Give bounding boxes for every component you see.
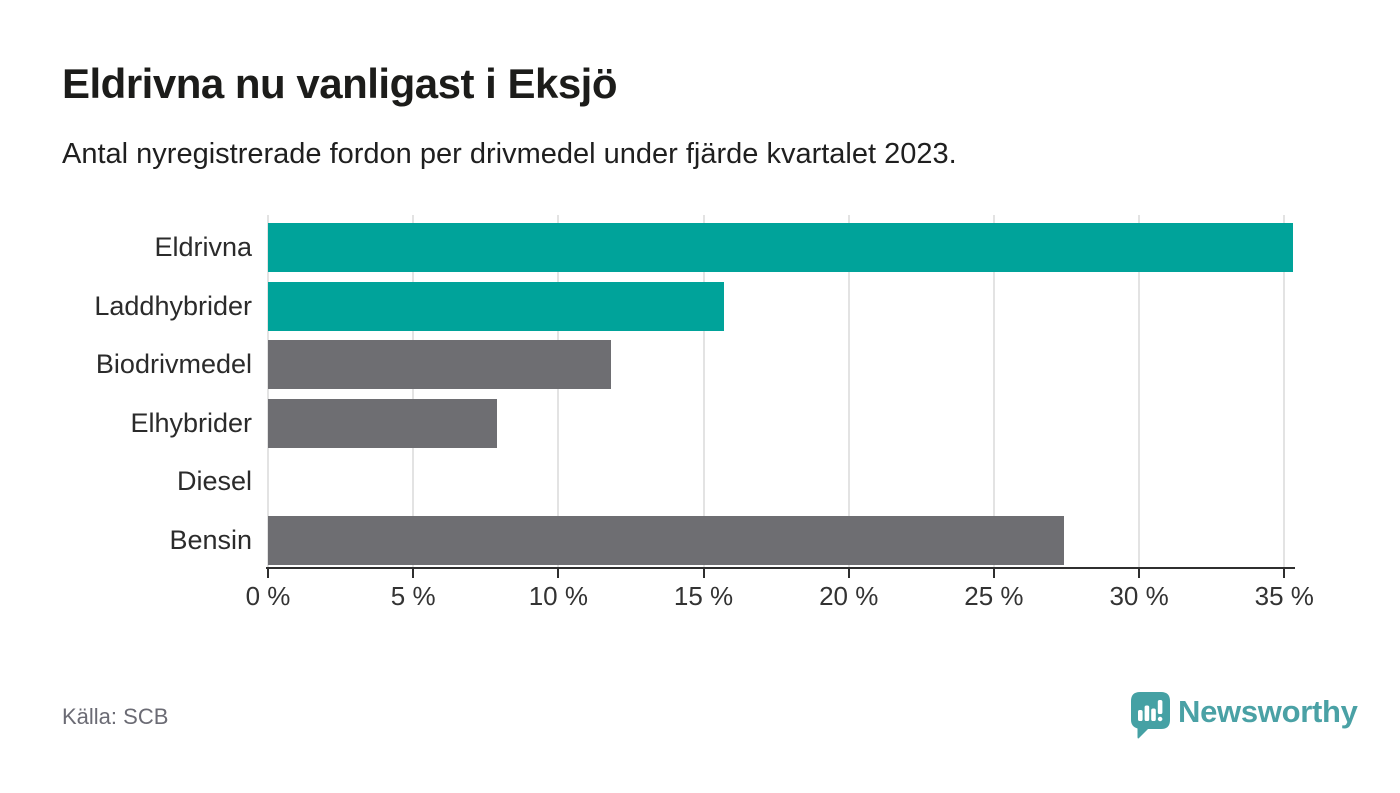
x-axis-tick-label: 35 %	[1254, 581, 1314, 611]
brand-logo: Newsworthy	[1131, 690, 1361, 740]
category-label-elhybrider: Elhybrider	[130, 407, 252, 438]
gridline	[702, 215, 705, 567]
x-axis-tick	[847, 569, 850, 578]
x-axis-tick-label: 20 %	[819, 581, 879, 611]
x-axis-tick-label: 25 %	[964, 581, 1024, 611]
x-axis-tick	[992, 569, 995, 578]
gridline	[1283, 215, 1286, 567]
x-axis-tick	[702, 569, 705, 578]
x-axis-line	[266, 567, 1295, 569]
source-note: Källa: SCB	[62, 704, 169, 729]
gridline	[1138, 215, 1141, 567]
brand-wordmark: Newsworthy	[1178, 694, 1358, 729]
gridline	[992, 215, 995, 567]
plot-area	[267, 215, 1293, 567]
x-axis-tick	[1283, 569, 1286, 578]
bar-bensin	[268, 515, 1064, 565]
x-axis-tick-label: 10 %	[528, 581, 588, 611]
chart-title: Eldrivna nu vanligast i Eksjö	[62, 60, 618, 107]
bar-eldrivna	[268, 223, 1293, 272]
category-label-diesel: Diesel	[176, 466, 252, 496]
gridline	[267, 215, 269, 567]
x-axis-tick	[1138, 569, 1141, 578]
x-axis-tick	[412, 569, 415, 578]
x-axis-tick	[557, 569, 560, 578]
bar-elhybrider	[268, 398, 498, 448]
category-label-bensin: Bensin	[169, 524, 252, 555]
gridline	[847, 215, 850, 567]
bar-biodrivmedel	[268, 340, 611, 389]
category-label-biodrivmedel: Biodrivmedel	[95, 349, 252, 379]
x-axis-tick-label: 30 %	[1109, 581, 1169, 611]
x-axis-tick-label: 0 %	[245, 581, 291, 611]
gridline	[557, 215, 560, 567]
category-label-eldrivna: Eldrivna	[154, 232, 252, 262]
category-label-laddhybrider: Laddhybrider	[94, 290, 252, 321]
bar-laddhybrider	[268, 281, 724, 331]
chart-subtitle: Antal nyregistrerade fordon per drivmede…	[62, 138, 957, 170]
newsworthy-badge-icon	[1131, 692, 1170, 745]
x-axis-tick	[267, 569, 269, 578]
x-axis-tick-label: 5 %	[390, 581, 436, 611]
gridline	[412, 215, 415, 567]
x-axis-tick-label: 15 %	[673, 581, 734, 611]
